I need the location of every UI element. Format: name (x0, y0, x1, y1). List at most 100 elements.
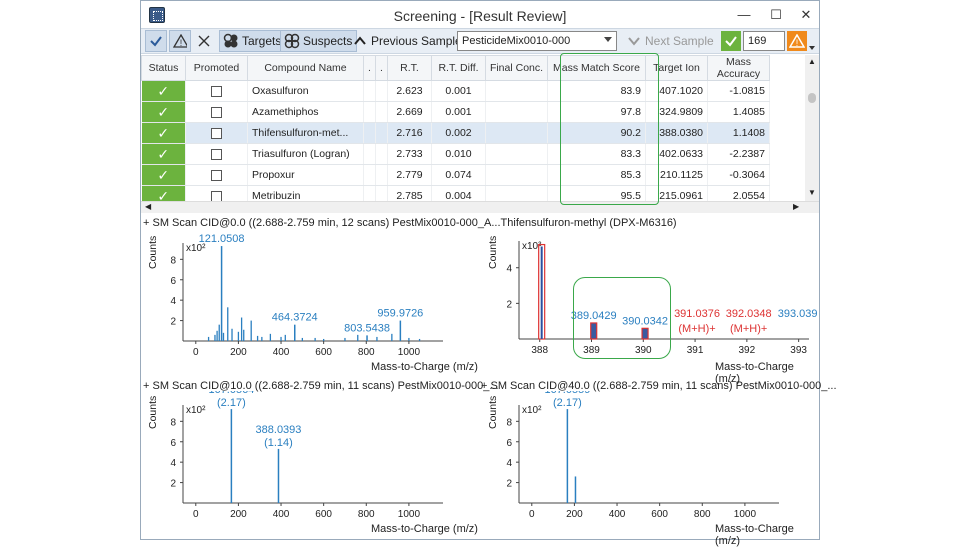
check-icon (725, 36, 737, 47)
sample-select[interactable]: PesticideMix0010-000 (457, 31, 617, 51)
promoted-checkbox-cell[interactable] (185, 80, 248, 102)
suspects-button[interactable]: Suspects (280, 30, 358, 52)
x-tick-label: 0 (529, 509, 535, 520)
spectrum-cid0-chart[interactable]: x10² 2 4 6 8 0 200 400 600 800 1000 121.0508 464.372… (161, 229, 471, 359)
predicted-ion-label: 393.0390 (778, 308, 817, 320)
scroll-down-icon[interactable]: ▼ (808, 188, 816, 197)
status-check-icon[interactable]: ✓ (141, 143, 186, 165)
col-rt[interactable]: R.T. (387, 55, 432, 81)
approved-filter-button[interactable] (721, 31, 741, 51)
x-tick-label: 800 (358, 347, 375, 358)
rt-diff-value: 0.001 (431, 101, 486, 123)
app-icon (149, 7, 165, 23)
col-target-ion[interactable]: Target Ion (645, 55, 708, 81)
col-mass-accuracy[interactable]: Mass Accuracy (707, 55, 770, 81)
scroll-right-icon[interactable]: ▶ (793, 202, 800, 211)
col-status[interactable]: Status (141, 55, 186, 81)
table-row[interactable]: ✓ Thifensulfuron-met... 2.716 0.002 90.2 388.… (141, 122, 770, 144)
promoted-checkbox-cell[interactable] (185, 164, 248, 186)
mass-accuracy-value: -0.3064 (707, 164, 770, 186)
table-horizontal-scrollbar[interactable]: ◀ ▶ (141, 201, 819, 213)
suspects-icon (284, 33, 300, 49)
dot-cell (375, 122, 388, 144)
chevron-up-icon (354, 36, 366, 45)
dot-cell (375, 80, 388, 102)
compound-name: Triasulfuron (Logran) (247, 143, 364, 165)
counts-label-bl: Counts (147, 395, 159, 429)
table-row[interactable]: ✓ Propoxur 2.779 0.074 85.3 210.1125 -0.3064 (141, 164, 770, 186)
promoted-checkbox[interactable] (211, 148, 222, 160)
col-compound-name[interactable]: Compound Name (247, 55, 364, 81)
accept-button[interactable] (145, 30, 167, 52)
status-check-icon[interactable]: ✓ (141, 80, 186, 102)
promoted-checkbox-cell[interactable] (185, 122, 248, 144)
peak-label: 803.5438 (344, 322, 390, 334)
scroll-up-icon[interactable]: ▲ (808, 57, 816, 66)
compound-name: Propoxur (247, 164, 364, 186)
approved-count-field[interactable]: 169 (743, 31, 785, 51)
target-ion-value: 324.9809 (645, 101, 708, 123)
rt-value: 2.779 (387, 164, 432, 186)
spectrum-cid10-chart[interactable]: x10² 2 4 6 8 0 200 400 600 800 1000 167.0564(2.17) 3… (161, 391, 471, 521)
y-tick-label: 2 (170, 479, 176, 490)
warning-filter-button[interactable]: ! (787, 31, 807, 51)
isotope-highlight (573, 277, 671, 359)
x-axis-title-br: Mass-to-Charge (m/z) (715, 523, 794, 547)
x-axis-title-bl: Mass-to-Charge (m/z) (371, 523, 478, 535)
peak-sublabel: (1.14) (264, 437, 293, 449)
promoted-checkbox[interactable] (211, 85, 222, 97)
status-check-icon[interactable]: ✓ (141, 101, 186, 123)
table-row[interactable]: ✓ Oxasulfuron 2.623 0.001 83.9 407.1020 -1.081… (141, 80, 770, 102)
x-tick-label: 1000 (734, 509, 757, 520)
rt-value: 2.733 (387, 143, 432, 165)
col-dot-2[interactable]: . (375, 55, 388, 81)
next-sample-button[interactable]: Next Sample (627, 30, 714, 52)
toolbar-overflow-icon[interactable] (808, 37, 816, 59)
table-vertical-scrollbar[interactable]: ▲ ▼ (805, 55, 819, 201)
check-icon (150, 36, 162, 47)
x-tick-label: 388 (531, 345, 548, 356)
rt-diff-value: 0.074 (431, 164, 486, 186)
x-tick-label: 390 (635, 345, 652, 356)
status-check-icon[interactable]: ✓ (141, 164, 186, 186)
status-check-icon[interactable]: ✓ (141, 122, 186, 144)
col-rt-diff[interactable]: R.T. Diff. (431, 55, 486, 81)
x-tick-label: 393 (790, 345, 807, 356)
final-conc-value (485, 80, 548, 102)
promoted-checkbox-cell[interactable] (185, 143, 248, 165)
sample-select-value: PesticideMix0010-000 (462, 35, 571, 47)
warning-button[interactable]: ! (169, 30, 191, 52)
col-mass-match-score[interactable]: Mass Match Score (547, 55, 646, 81)
x-tick-label: 600 (315, 509, 332, 520)
mass-match-score-value: 83.3 (547, 143, 646, 165)
predicted-ion-sublabel: (M+H)+ (678, 323, 715, 335)
y-scale-label: x10² (522, 405, 542, 416)
close-button[interactable]: ✕ (800, 7, 812, 22)
col-promoted[interactable]: Promoted (185, 55, 248, 81)
promoted-checkbox-cell[interactable] (185, 101, 248, 123)
reject-button[interactable] (195, 30, 213, 52)
maximize-button[interactable]: ☐ (770, 7, 782, 22)
results-table: Status Promoted Compound Name . . R.T. R… (141, 55, 770, 207)
spectrum-cid40-chart[interactable]: x10² 2 4 6 8 0 200 400 600 800 1000 167.0559(2.17) (497, 391, 807, 521)
bottom-right-spectrum-title: + SM Scan CID@40.0 ((2.688-2.759 min, 11… (481, 380, 837, 392)
col-final-conc[interactable]: Final Conc. (485, 55, 548, 81)
counts-label-tl: Counts (147, 235, 159, 269)
rt-value: 2.623 (387, 80, 432, 102)
mass-accuracy-value: 1.1408 (707, 122, 770, 144)
isotope-chart[interactable]: x10³ 2 4 388 389 390 391 392 393 389.0429 390.0342… (497, 229, 817, 369)
scroll-thumb[interactable] (808, 93, 816, 103)
table-row[interactable]: ✓ Azamethiphos 2.669 0.001 97.8 324.9809 1.408… (141, 101, 770, 123)
y-tick-label: 2 (506, 299, 512, 310)
y-tick-label: 8 (506, 417, 512, 428)
scroll-left-icon[interactable]: ◀ (145, 202, 152, 211)
targets-button[interactable]: Targets (219, 30, 287, 52)
previous-sample-button[interactable]: Previous Sample (353, 30, 462, 52)
table-row[interactable]: ✓ Triasulfuron (Logran) 2.733 0.010 83.3 402.… (141, 143, 770, 165)
promoted-checkbox[interactable] (211, 169, 222, 181)
promoted-checkbox[interactable] (211, 127, 222, 139)
promoted-checkbox[interactable] (211, 106, 222, 118)
minimize-button[interactable]: — (737, 7, 751, 22)
targets-label: Targets (242, 34, 282, 48)
col-dot-1[interactable]: . (363, 55, 376, 81)
